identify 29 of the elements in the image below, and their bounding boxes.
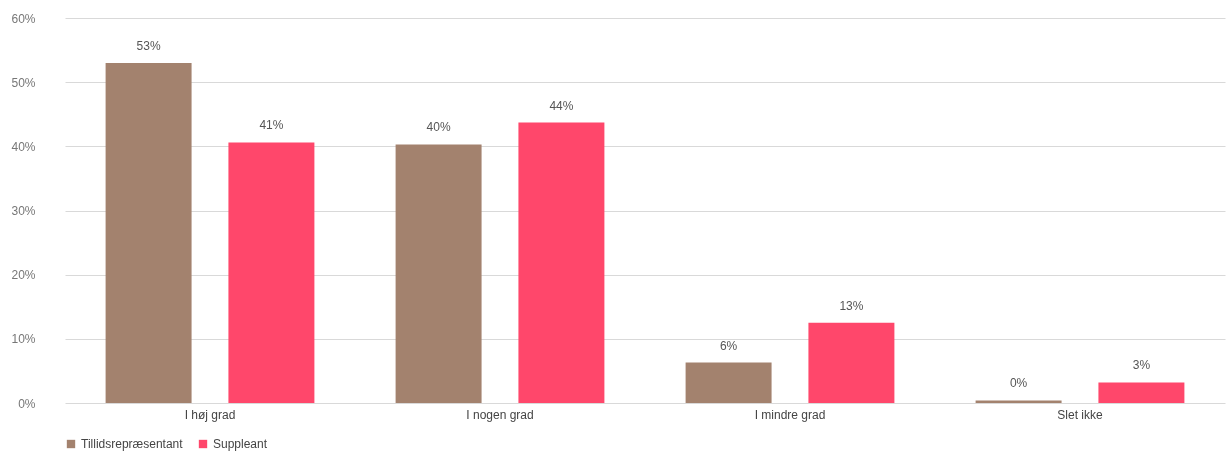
bar: [685, 362, 772, 403]
y-tick-label: 10%: [11, 332, 36, 347]
bar: [975, 400, 1062, 403]
data-label: 3%: [1132, 358, 1151, 373]
data-label: 40%: [426, 120, 451, 135]
y-tick-label: 30%: [11, 204, 36, 218]
bar: [395, 144, 482, 403]
bar: [1098, 382, 1185, 403]
data-label: 0%: [1009, 376, 1028, 391]
x-tick-label: I mindre grad: [754, 407, 826, 422]
data-label: 44%: [549, 98, 574, 113]
legend-label: Suppleant: [213, 437, 268, 451]
x-tick-label: I høj grad: [184, 407, 236, 422]
x-tick-label: I nogen grad: [466, 407, 534, 422]
y-tick-label: 60%: [11, 11, 36, 26]
data-label: 6%: [719, 338, 738, 353]
y-tick-label: 40%: [11, 139, 36, 154]
x-tick-label: Slet ikke: [1057, 407, 1103, 422]
y-tick-label: 20%: [11, 268, 36, 283]
data-label: 13%: [839, 298, 864, 313]
bar: [808, 322, 895, 403]
y-tick-label: 0%: [18, 396, 36, 411]
bar: [518, 122, 605, 403]
bar: [228, 142, 315, 403]
bar: [105, 62, 192, 403]
data-label: 53%: [136, 38, 161, 53]
legend-label: Tillidsrepræsentant: [81, 437, 184, 451]
data-label: 41%: [259, 118, 284, 133]
y-tick-label: 50%: [11, 75, 36, 90]
